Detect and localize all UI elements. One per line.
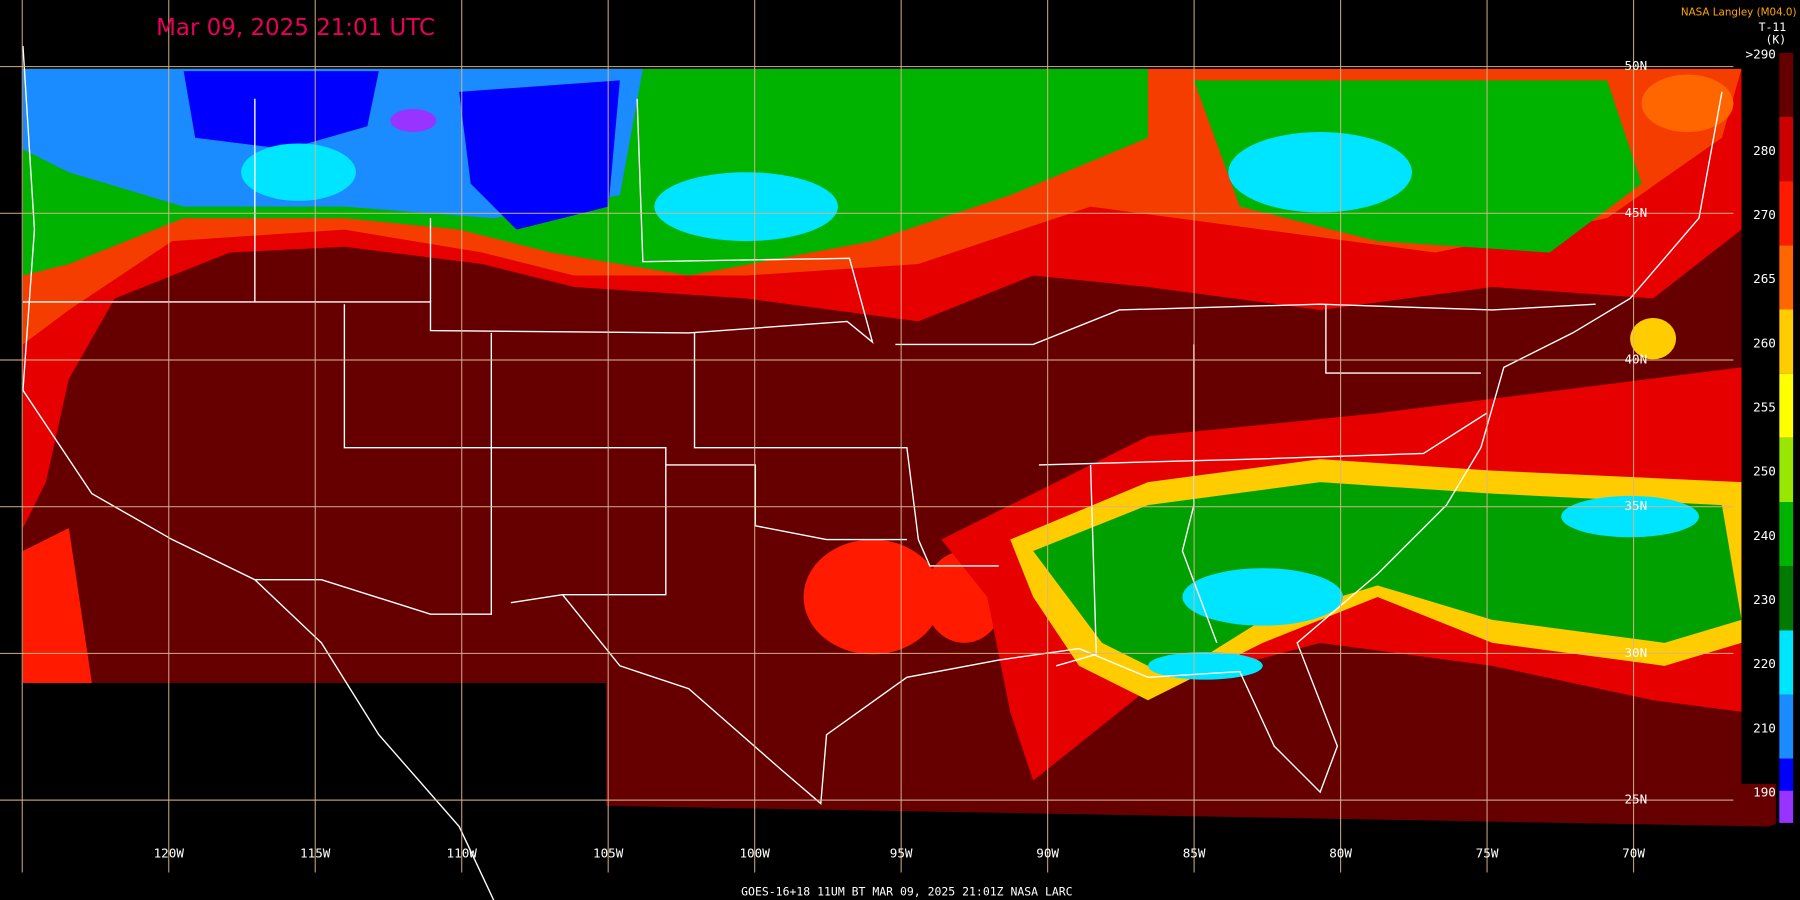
color-scale: >290 280 270 265 260 255 250 240 230 220 210 190	[1746, 47, 1794, 823]
legend-swatch	[1779, 566, 1794, 631]
longitude-label: 105W	[593, 846, 624, 861]
timestamp: Mar 09, 2025 21:01 UTC	[156, 15, 435, 41]
legend-label: 240	[1753, 528, 1776, 543]
latitude-label: 40N	[1624, 352, 1647, 367]
labels: Mar 09, 2025 21:01 UTC NASA Langley (M04…	[156, 7, 1796, 899]
legend-swatch	[1779, 437, 1794, 503]
legend-label: 230	[1753, 592, 1776, 607]
longitude-label: 115W	[300, 846, 331, 861]
longitude-label: 80W	[1329, 846, 1352, 861]
legend-swatch	[1779, 52, 1794, 117]
legend-swatch	[1779, 694, 1794, 759]
legend-label: 250	[1753, 464, 1776, 479]
legend-swatch	[1779, 502, 1794, 567]
legend-title: T-11	[1759, 20, 1787, 34]
legend-swatch	[1779, 116, 1794, 182]
credit: NASA Langley (M04.0)	[1681, 7, 1797, 19]
cloud-field	[22, 68, 1742, 781]
longitude-label: 75W	[1476, 846, 1499, 861]
legend-label: 270	[1753, 207, 1776, 222]
longitude-label: 100W	[739, 846, 770, 861]
legend-label: >290	[1746, 47, 1776, 62]
latitude-label: 25N	[1624, 792, 1647, 807]
legend-swatch	[1779, 373, 1794, 438]
longitude-label: 110W	[447, 846, 478, 861]
latitude-label: 35N	[1624, 498, 1647, 513]
legend-swatch	[1779, 630, 1794, 695]
legend-unit: (K)	[1766, 33, 1787, 47]
latitude-label: 30N	[1624, 645, 1647, 660]
legend-label: 210	[1753, 720, 1776, 735]
longitude-label: 70W	[1622, 846, 1645, 861]
longitude-label: 85W	[1183, 846, 1206, 861]
legend-label: 260	[1753, 335, 1776, 350]
boundaries	[22, 45, 1723, 900]
legend-label: 190	[1753, 785, 1776, 800]
latitude-label: 45N	[1624, 205, 1647, 220]
legend-swatch	[1779, 790, 1794, 823]
longitude-label: 95W	[890, 846, 913, 861]
legend-swatch	[1779, 309, 1794, 374]
graticule: 120W 115W 110W 105W 100W 95W 90W 85W 80W 75W 70W 50…	[0, 0, 1734, 873]
longitude-label: 90W	[1036, 846, 1059, 861]
latitude-label: 50N	[1624, 58, 1647, 73]
footer: GOES-16+18 11UM BT MAR 09, 2025 21:01Z N…	[741, 884, 1073, 898]
legend-label: 265	[1753, 271, 1776, 286]
legend-label: 220	[1753, 656, 1776, 671]
legend-swatch	[1779, 245, 1794, 310]
legend-label: 280	[1753, 143, 1776, 158]
longitude-label: 120W	[154, 846, 185, 861]
legend-label: 255	[1753, 400, 1776, 415]
legend-swatch	[1779, 181, 1794, 246]
